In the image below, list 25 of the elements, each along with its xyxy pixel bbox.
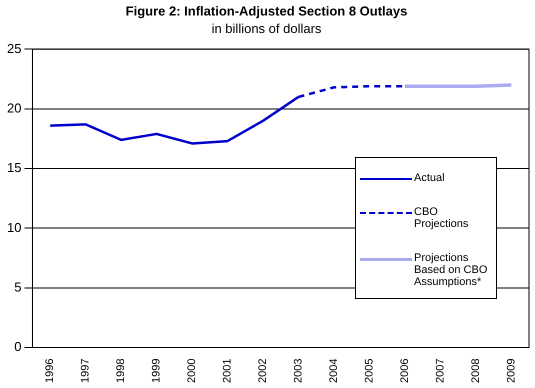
x-tick-label: 2004 xyxy=(328,358,340,384)
y-tick-label: 0 xyxy=(14,339,22,354)
legend-label: Actual xyxy=(414,172,445,184)
x-tick-label: 2008 xyxy=(470,358,482,384)
y-tick-label: 20 xyxy=(6,100,22,116)
y-tick-label: 5 xyxy=(14,279,22,294)
x-tick-label: 2009 xyxy=(505,358,518,384)
x-tick-label: 2005 xyxy=(363,358,376,384)
x-tick-label: 1996 xyxy=(44,358,56,384)
legend-label: Projections Based on CBO Assumptions* xyxy=(414,252,488,288)
y-tick-label: 15 xyxy=(6,160,22,176)
y-tick-label: 10 xyxy=(6,220,22,235)
x-tick-label: 2001 xyxy=(222,358,234,384)
x-tick-label: 1998 xyxy=(115,358,128,384)
x-tick-label: 2003 xyxy=(292,358,304,384)
x-tick-label: 2007 xyxy=(434,358,446,384)
chart-title: Figure 2: Inflation-Adjusted Section 8 Outlays xyxy=(126,3,408,18)
x-tick-label: 2002 xyxy=(257,358,270,384)
legend-label: CBO Projections xyxy=(414,206,470,230)
x-tick-label: 1997 xyxy=(80,358,92,384)
x-tick-label: 2000 xyxy=(186,358,198,384)
x-tick-label: 2006 xyxy=(398,358,411,384)
x-tick-label: 1999 xyxy=(150,358,163,384)
chart-subtitle: in billions of dollars xyxy=(212,20,322,36)
y-tick-label: 25 xyxy=(6,40,22,56)
